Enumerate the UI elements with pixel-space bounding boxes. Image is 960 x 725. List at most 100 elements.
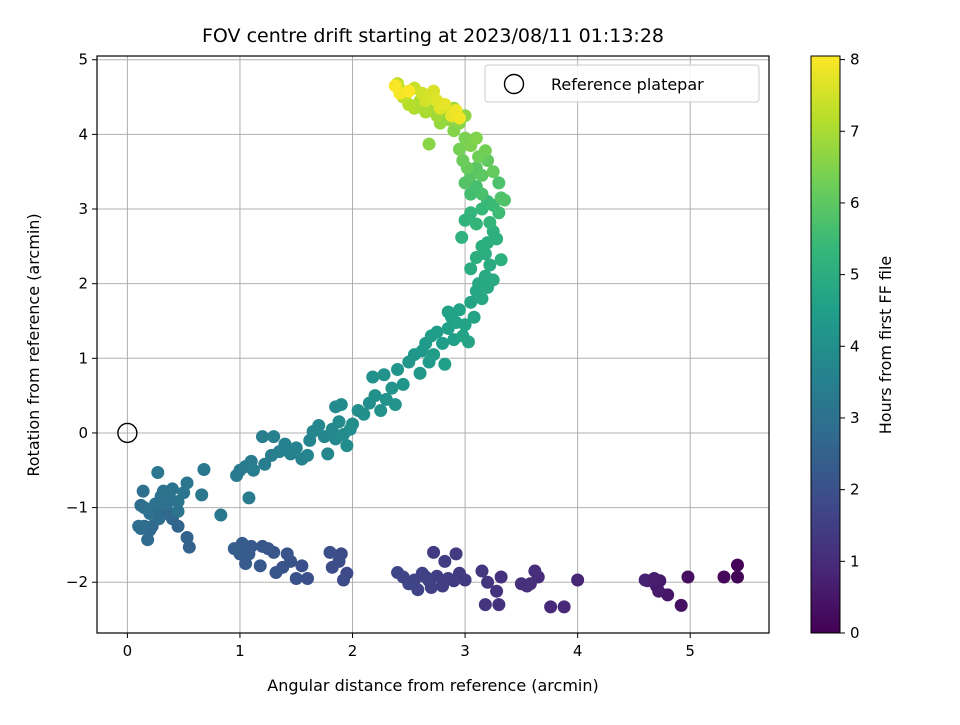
x-axis-label: Angular distance from reference (arcmin) <box>267 676 598 695</box>
data-point <box>413 366 427 380</box>
data-point <box>490 584 504 598</box>
y-tick-label: 4 <box>78 125 88 143</box>
data-point <box>494 253 508 267</box>
data-point <box>483 215 497 229</box>
y-tick-label: 5 <box>78 51 88 69</box>
data-point <box>430 325 444 339</box>
data-point <box>340 439 354 453</box>
data-point <box>557 600 571 614</box>
data-point <box>438 357 452 371</box>
data-point <box>481 575 495 589</box>
data-point <box>730 558 744 572</box>
reference-platepar-marker <box>117 422 138 444</box>
data-point <box>478 144 492 158</box>
data-point <box>321 447 335 461</box>
data-point <box>300 572 314 586</box>
data-point <box>152 512 166 526</box>
data-point <box>436 336 450 350</box>
data-point <box>494 570 508 584</box>
data-point <box>478 598 492 612</box>
legend-label-reference: Reference platepar <box>551 75 704 94</box>
data-point <box>469 131 483 145</box>
data-point <box>182 540 196 554</box>
data-point <box>180 476 194 490</box>
data-point <box>337 573 351 587</box>
data-point <box>469 251 483 265</box>
data-point <box>289 441 303 455</box>
data-point <box>171 504 185 518</box>
x-axis-ticks: 0 1 2 3 4 5 <box>123 633 695 660</box>
data-point <box>464 206 478 220</box>
x-tick-label: 3 <box>460 642 470 660</box>
data-point <box>346 417 360 431</box>
data-point <box>475 168 489 182</box>
data-point <box>312 418 326 432</box>
data-point <box>239 557 253 571</box>
data-point <box>441 305 455 319</box>
y-tick-label: 3 <box>78 200 88 218</box>
data-point <box>514 577 528 591</box>
data-point <box>391 566 405 580</box>
y-tick-label: 2 <box>78 275 88 293</box>
colorbar-tick-label: 7 <box>850 122 860 140</box>
data-point <box>452 142 466 156</box>
data-point <box>366 370 380 384</box>
data-point <box>325 560 339 574</box>
data-point <box>391 363 405 377</box>
data-point <box>295 559 309 573</box>
data-point <box>464 262 478 276</box>
data-point <box>385 381 399 395</box>
data-point <box>278 437 292 451</box>
colorbar-tick-label: 1 <box>850 552 860 570</box>
data-point <box>467 310 481 324</box>
data-point <box>438 554 452 568</box>
data-point <box>652 584 666 598</box>
data-point <box>475 239 489 253</box>
data-point <box>528 564 542 578</box>
data-point <box>469 217 483 231</box>
data-point <box>455 230 469 244</box>
data-point <box>422 137 436 151</box>
data-point <box>253 559 267 573</box>
y-tick-label: 0 <box>78 424 88 442</box>
data-point <box>388 398 402 412</box>
data-point <box>486 165 500 179</box>
x-tick-label: 1 <box>235 642 245 660</box>
data-points <box>132 77 744 614</box>
colorbar-tick-label: 2 <box>850 481 860 499</box>
colorbar-tick-label: 5 <box>850 266 860 284</box>
data-point <box>438 98 452 112</box>
data-point <box>180 530 194 544</box>
data-point <box>323 545 337 559</box>
data-point <box>197 463 211 477</box>
data-point <box>160 497 174 511</box>
data-point <box>492 598 506 612</box>
data-point <box>388 79 402 93</box>
data-point <box>332 415 346 429</box>
colorbar-tick-label: 4 <box>850 337 860 355</box>
data-point <box>419 105 433 119</box>
colorbar-tick-label: 6 <box>850 194 860 212</box>
x-tick-label: 0 <box>123 642 133 660</box>
legend-box <box>484 64 760 103</box>
colorbar-gradient <box>810 55 841 634</box>
colorbar-label: Hours from first FF file <box>876 256 895 435</box>
data-point <box>255 430 269 444</box>
data-point <box>427 545 441 559</box>
data-point <box>227 542 241 556</box>
data-point <box>461 335 475 349</box>
y-tick-label: −1 <box>66 499 88 517</box>
y-axis-ticks: −2 −1 0 1 2 3 4 5 <box>66 51 97 591</box>
plot-frame <box>96 55 770 634</box>
colorbar-tick-label: 0 <box>850 624 860 642</box>
grid-lines <box>97 56 769 633</box>
data-point <box>486 273 500 287</box>
x-tick-label: 4 <box>573 642 583 660</box>
y-axis-label: Rotation from reference (arcmin) <box>24 213 43 476</box>
data-point <box>402 84 416 98</box>
data-point <box>730 570 744 584</box>
data-point <box>214 508 228 522</box>
data-point <box>483 258 497 272</box>
data-point <box>497 193 511 207</box>
